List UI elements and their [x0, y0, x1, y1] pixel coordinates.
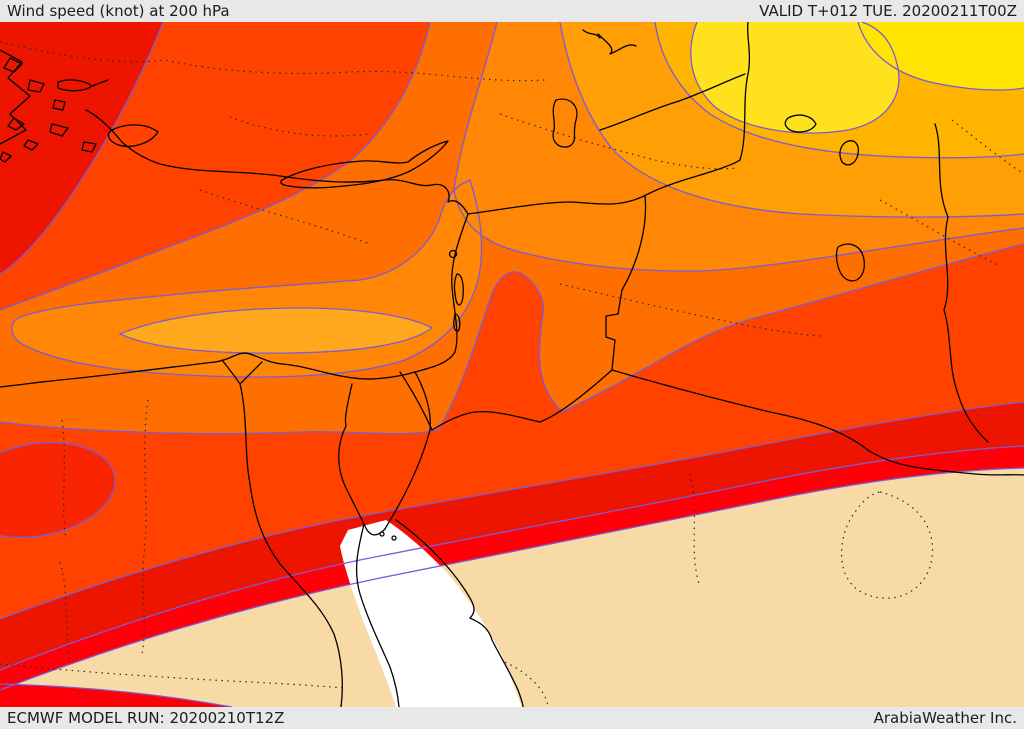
syria-iraq-border [621, 195, 647, 291]
greek-coast [0, 49, 31, 145]
black-sea-coast-squiggle [582, 29, 637, 55]
band-red-corner [0, 22, 163, 274]
weather-map [0, 22, 1024, 707]
red-sea-white-mask [340, 520, 522, 707]
model-run-label: ECMWF MODEL RUN: 20200210T12Z [7, 709, 285, 727]
lake-urmia [839, 140, 860, 166]
sinai-tip [363, 523, 386, 536]
contour-lines [0, 22, 1024, 707]
branding-label: ArabiaWeather Inc. [873, 709, 1017, 727]
iran-iraq-border [934, 123, 989, 443]
sea-of-marmara [57, 79, 109, 92]
band-cream [0, 468, 1024, 707]
geography [0, 22, 1024, 707]
egypt-israel-border [399, 371, 433, 431]
band-bright-red-corner [0, 684, 232, 707]
rhodes-island [107, 124, 159, 147]
sinai-suez-gulf [338, 383, 365, 525]
band-amber-patch [120, 308, 432, 354]
footer-bar: ECMWF MODEL RUN: 20200210T12Z ArabiaWeat… [0, 707, 1024, 729]
jordan-saudi-border [431, 369, 613, 431]
band-yellow-corner [858, 22, 1024, 90]
turkey-syria-border [467, 159, 741, 215]
lake-tuz [552, 98, 578, 148]
sea-of-galilee [448, 249, 458, 259]
cyprus-island [280, 140, 449, 189]
map-title: Wind speed (knot) at 200 hPa [7, 2, 230, 20]
turkey-levant-egypt-coastline [0, 109, 469, 388]
red-sea-islet-2 [391, 535, 397, 541]
band-pale-yellow [690, 22, 899, 134]
wind-speed-contour-map [0, 22, 1024, 707]
sinai-aqaba-gulf [384, 371, 431, 530]
turkey-iraq-iran-border [739, 22, 751, 161]
dead-sea [453, 273, 464, 332]
red-sea-islet-1 [379, 531, 385, 537]
header-bar: Wind speed (knot) at 200 hPa VALID T+012… [0, 0, 1024, 22]
band-red-core-oval [0, 441, 116, 539]
egypt-red-sea-coast [355, 523, 400, 707]
lake-van [784, 114, 817, 133]
euphrates-river [599, 73, 746, 131]
lake-right-edge [835, 243, 865, 282]
valid-time-label: VALID T+012 TUE. 20200211T00Z [759, 2, 1017, 20]
saudi-red-sea-coast [395, 519, 524, 707]
dotted-boundaries [0, 41, 1024, 707]
iraq-saudi-border [611, 369, 1024, 476]
aegean-islands [0, 57, 97, 163]
jordan-border-zigzag [605, 289, 623, 371]
nile-river [221, 359, 343, 707]
